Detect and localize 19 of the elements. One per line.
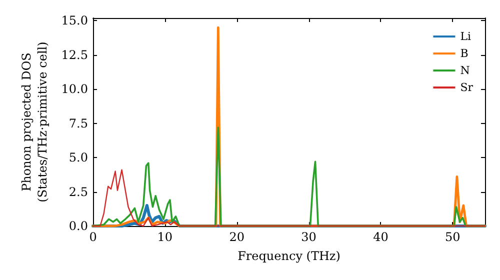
y-tick-label: 0.0: [68, 219, 88, 233]
y-tick-label: 15.0: [61, 14, 88, 28]
y-tick-label: 5.0: [68, 150, 88, 165]
legend-label: Li: [460, 30, 472, 43]
x-tick-label: 40: [373, 230, 388, 244]
y-axis-title: Phonon projected DOS (States/THz·primitive cell): [19, 42, 50, 202]
x-tick-label: 50: [444, 230, 460, 244]
x-axis-title: Frequency (THz): [238, 249, 340, 263]
y-tick-label: 2.5: [68, 184, 88, 199]
legend-label: B: [460, 47, 468, 60]
y-tick-label: 7.5: [68, 116, 88, 130]
x-tick-label: 10: [157, 230, 173, 244]
y-tick-label: 10.0: [61, 82, 88, 96]
legend-label: N: [460, 64, 470, 77]
x-tick-label: 20: [229, 230, 244, 244]
x-tick-label: 30: [301, 230, 316, 244]
y-tick-label: 12.5: [61, 48, 88, 62]
legend-label: Sr: [460, 81, 474, 94]
x-tick-label: 0: [89, 230, 97, 244]
